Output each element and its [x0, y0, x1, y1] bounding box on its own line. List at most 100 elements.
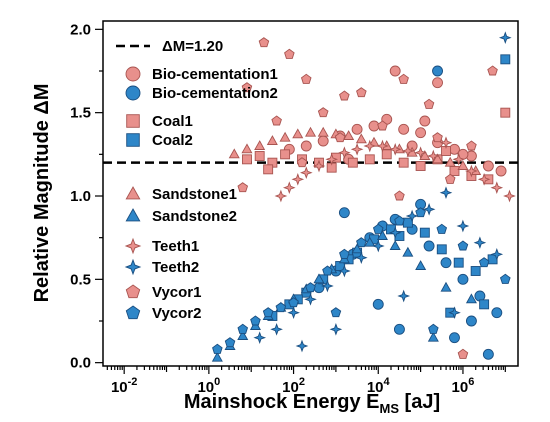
data-point-teeth1	[338, 146, 351, 160]
data-point-teeth2	[295, 339, 309, 353]
data-point-coal1	[364, 154, 375, 165]
y-tick-label: 2.0	[70, 21, 91, 38]
data-point-teeth1	[452, 152, 465, 166]
data-point-vycor2	[212, 343, 223, 354]
data-point-teeth2	[397, 289, 411, 303]
data-point-teeth1	[465, 164, 478, 178]
data-point-teeth1	[274, 189, 288, 203]
data-point-teeth1	[312, 159, 326, 173]
data-point-vycor2	[415, 207, 426, 218]
data-point-coal1	[398, 157, 409, 168]
data-point-coal2	[453, 257, 464, 268]
x-tick-label: 106	[452, 376, 475, 396]
data-point-bio-cementation2	[482, 348, 494, 360]
data-point-teeth1	[291, 172, 305, 186]
data-point-teeth1	[300, 166, 313, 180]
data-point-coal2	[436, 244, 447, 255]
data-point-teeth2	[321, 279, 334, 293]
data-point-vycor1	[394, 190, 405, 201]
data-point-vycor1	[271, 115, 282, 126]
data-point-teeth1	[388, 142, 402, 156]
data-point-bio-cementation1	[351, 123, 363, 135]
data-point-vycor1	[339, 90, 350, 101]
data-point-coal2	[402, 217, 413, 228]
data-point-vycor1	[466, 140, 477, 151]
data-point-bio-cementation1	[368, 120, 380, 132]
data-point-teeth1	[376, 139, 389, 153]
legend-marker-bio-cementation1	[125, 66, 141, 82]
data-point-vycor1	[398, 73, 409, 84]
data-point-vycor2	[224, 337, 236, 348]
data-point-coal2	[479, 299, 490, 310]
data-point-teeth2	[338, 264, 351, 278]
data-point-vycor2	[237, 323, 249, 334]
legend-reference-label: ΔM=1.20	[162, 38, 223, 55]
data-point-teeth2	[456, 219, 470, 233]
x-axis: 10-2 100 102 104 106	[106, 366, 506, 396]
legend-marker-vycor1	[125, 284, 141, 299]
data-point-vycor1	[300, 73, 312, 84]
data-point-coal1	[254, 151, 265, 161]
y-tick-label: 0.5	[70, 271, 91, 288]
data-point-vycor1	[258, 37, 270, 48]
legend-marker-coal2	[126, 133, 140, 147]
legend-label-sandstone1: Sandstone1	[152, 186, 237, 203]
legend-label-sandstone2: Sandstone2	[152, 208, 237, 225]
data-point-teeth1	[414, 146, 427, 160]
data-point-vycor1	[317, 107, 329, 118]
data-point-sandstone1	[292, 128, 304, 139]
data-point-sandstone2	[389, 240, 401, 250]
data-point-bio-cementation1	[300, 140, 312, 152]
x-tick-label: 10-2	[111, 376, 137, 396]
data-point-vycor1	[241, 82, 253, 93]
data-point-sandstone1	[228, 148, 240, 159]
legend-marker-bio-cementation2	[125, 85, 141, 101]
data-point-coal1	[381, 149, 392, 160]
data-point-teeth2	[498, 31, 512, 45]
data-point-vycor1	[284, 48, 295, 59]
x-axis-title-main: Mainshock Energy E	[184, 391, 380, 413]
legend-marker-vycor2	[125, 305, 141, 320]
x-tick-label: 100	[197, 376, 220, 396]
data-point-teeth1	[503, 189, 516, 203]
data-point-vycor2	[339, 248, 350, 259]
data-point-teeth1	[401, 144, 415, 158]
data-point-bio-cementation1	[398, 123, 410, 135]
data-point-vycor1	[444, 173, 456, 184]
data-point-teeth1	[282, 181, 296, 195]
legend-label-bio-cementation1: Bio-cementation1	[152, 66, 278, 83]
data-point-sandstone2	[440, 281, 452, 292]
data-point-vycor1	[487, 65, 498, 76]
data-point-vycor2	[478, 257, 490, 268]
data-point-bio-cementation2	[491, 307, 503, 319]
data-point-sandstone1	[317, 126, 329, 137]
data-point-vycor1	[377, 120, 388, 131]
data-point-bio-cementation2	[423, 240, 435, 252]
data-point-sandstone2	[427, 331, 439, 342]
data-point-teeth1	[439, 136, 453, 150]
data-point-sandstone2	[364, 236, 376, 247]
data-point-teeth2	[270, 322, 283, 336]
data-point-coal1	[263, 164, 274, 175]
data-point-teeth1	[477, 172, 491, 186]
data-point-bio-cementation2	[432, 65, 443, 77]
data-point-teeth2	[473, 236, 487, 250]
data-point-sandstone2	[237, 330, 249, 340]
data-point-teeth1	[363, 139, 377, 153]
data-point-vycor2	[275, 302, 287, 313]
data-point-bio-cementation2	[449, 332, 460, 344]
data-point-sandstone2	[313, 273, 325, 284]
data-point-sandstone1	[419, 150, 431, 160]
data-point-vycor2	[262, 307, 274, 318]
data-point-coal1	[415, 161, 426, 171]
data-point-vycor2	[372, 223, 384, 234]
data-point-coal1	[500, 107, 511, 118]
x-axis-title-unit: [aJ]	[399, 391, 440, 413]
y-axis: 0.0 0.5 1.0 1.5 2.0	[70, 21, 103, 372]
data-point-vycor2	[330, 307, 342, 318]
data-point-coal1	[449, 166, 460, 176]
legend-marker-sandstone2	[125, 208, 141, 222]
data-point-sandstone1	[457, 160, 469, 170]
data-point-teeth1	[426, 149, 440, 163]
